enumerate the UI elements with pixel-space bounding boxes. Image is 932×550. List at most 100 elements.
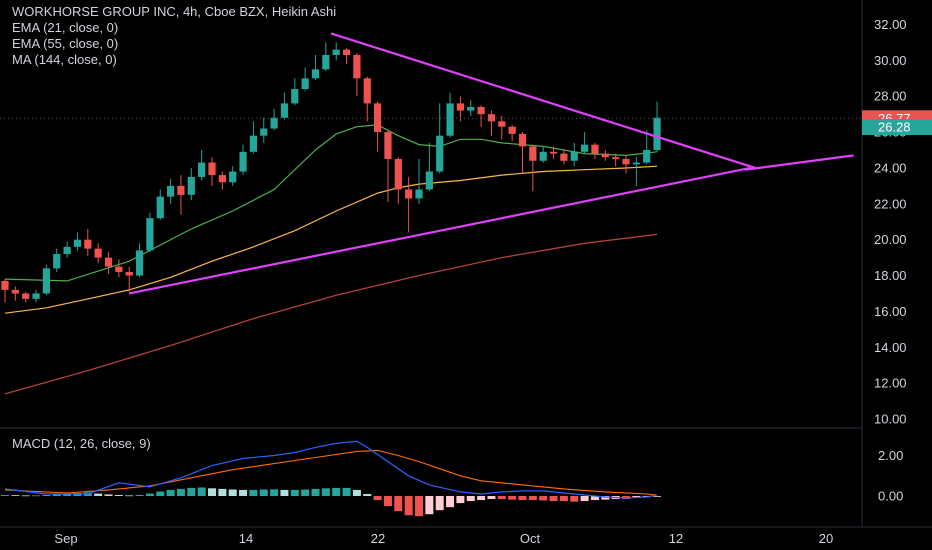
- macd-histogram-bar: [176, 488, 185, 496]
- ema55-layer: [4, 165, 658, 314]
- time-tick-label: 14: [239, 531, 253, 546]
- price-tick-label: 22.00: [874, 196, 907, 211]
- candle-body: [467, 106, 475, 111]
- macd-histogram-bar: [415, 496, 423, 517]
- macd-histogram-bar: [280, 489, 289, 496]
- candle-body: [612, 157, 620, 159]
- candle-body: [498, 121, 506, 127]
- candle-body: [446, 103, 454, 136]
- macd-histogram-bar: [373, 496, 382, 501]
- macd-histogram-bar: [239, 489, 248, 496]
- candle-body: [146, 218, 154, 251]
- macd-histogram-bar: [528, 496, 537, 501]
- candle-body: [332, 49, 340, 55]
- candles-layer: [1, 42, 661, 303]
- macd-histogram-bar: [249, 489, 258, 496]
- candle-body: [167, 185, 175, 197]
- macd-histogram-bar: [218, 488, 227, 496]
- macd-histogram-bar: [363, 493, 372, 496]
- price-tag-label: 26.28: [878, 120, 911, 135]
- price-tick-label: 14.00: [874, 340, 907, 355]
- macd-histogram-bar: [352, 489, 361, 496]
- candle-body: [208, 162, 216, 176]
- macd-histogram-bar: [435, 496, 444, 511]
- macd-histogram-bar: [321, 488, 330, 496]
- candle-body: [394, 158, 402, 190]
- time-tick-label: 12: [669, 531, 683, 546]
- macd-histogram-bar: [125, 495, 134, 497]
- triangle-trendline[interactable]: [128, 166, 751, 295]
- price-tick-label: 18.00: [874, 268, 907, 283]
- macd-histogram-bar: [114, 494, 123, 496]
- candle-body: [73, 239, 82, 247]
- candle-body: [436, 135, 444, 172]
- candle-body: [198, 162, 206, 177]
- time-tick-label: Oct: [520, 531, 541, 546]
- time-tick-label: Sep: [54, 531, 77, 546]
- candle-body: [591, 144, 599, 154]
- ema55-line: [4, 165, 658, 314]
- triangle-trendline[interactable]: [330, 32, 756, 170]
- price-tag: [862, 119, 932, 136]
- macd-layer: [1, 440, 662, 517]
- macd-histogram-bar: [570, 496, 579, 502]
- macd-histogram-bar: [487, 496, 496, 500]
- candle-body: [11, 289, 19, 294]
- candle-body: [53, 254, 61, 269]
- macd-histogram-bar: [187, 487, 196, 496]
- candle-body: [425, 171, 433, 190]
- triangle-trendline[interactable]: [744, 154, 854, 171]
- candle-body: [342, 49, 351, 55]
- macd-histogram-bar: [653, 496, 662, 497]
- candle-body: [456, 103, 464, 111]
- candle-body: [280, 103, 289, 118]
- time-tick-label: 22: [371, 531, 385, 546]
- candle-body: [353, 54, 361, 79]
- candle-body: [94, 248, 102, 258]
- macd-histogram-bar: [1, 494, 9, 496]
- candle-body: [508, 126, 516, 134]
- macd-histogram-bar: [145, 493, 154, 496]
- macd-histogram-bar: [383, 496, 392, 507]
- candle-body: [125, 271, 133, 276]
- macd-line: [4, 440, 658, 499]
- candle-body: [415, 189, 423, 199]
- candle-body: [249, 135, 257, 152]
- macd-histogram-bar: [290, 489, 299, 496]
- macd-histogram-bar: [466, 496, 475, 502]
- macd-histogram-bar: [21, 495, 30, 497]
- candle-body: [301, 78, 309, 90]
- candle-body: [560, 153, 568, 161]
- candle-body: [601, 153, 609, 158]
- macd-histogram-bar: [197, 487, 206, 496]
- macd-histogram-bar: [42, 494, 51, 496]
- macd-histogram-bar: [559, 496, 568, 502]
- candle-body: [218, 175, 226, 183]
- macd-histogram-bar: [456, 496, 465, 504]
- macd-histogram-bar: [404, 496, 413, 516]
- candle-body: [384, 132, 392, 159]
- candle-body: [539, 151, 547, 161]
- macd-histogram-bar: [311, 488, 320, 496]
- macd-histogram-bar: [508, 496, 517, 500]
- macd-histogram-bar: [394, 496, 403, 512]
- time-tick-label: 20: [819, 531, 833, 546]
- candle-body: [374, 103, 382, 133]
- candle-body: [239, 151, 247, 172]
- candle-body: [22, 293, 30, 299]
- macd-histogram-bar: [549, 496, 558, 502]
- candle-body: [529, 146, 537, 161]
- macd-histogram-bar: [497, 496, 506, 500]
- macd-histogram-bar: [301, 489, 310, 496]
- candle-body: [477, 106, 485, 115]
- candle-body: [229, 171, 237, 183]
- macd-histogram-bar: [52, 494, 61, 496]
- macd-histogram-bar: [590, 496, 599, 501]
- macd-histogram-bar: [259, 489, 268, 496]
- ema55-legend: EMA (55, close, 0): [12, 36, 119, 51]
- price-tick-label: 32.00: [874, 17, 907, 32]
- candle-body: [177, 185, 185, 195]
- price-tick-label: 10.00: [874, 412, 907, 427]
- macd-histogram-bar: [166, 489, 175, 496]
